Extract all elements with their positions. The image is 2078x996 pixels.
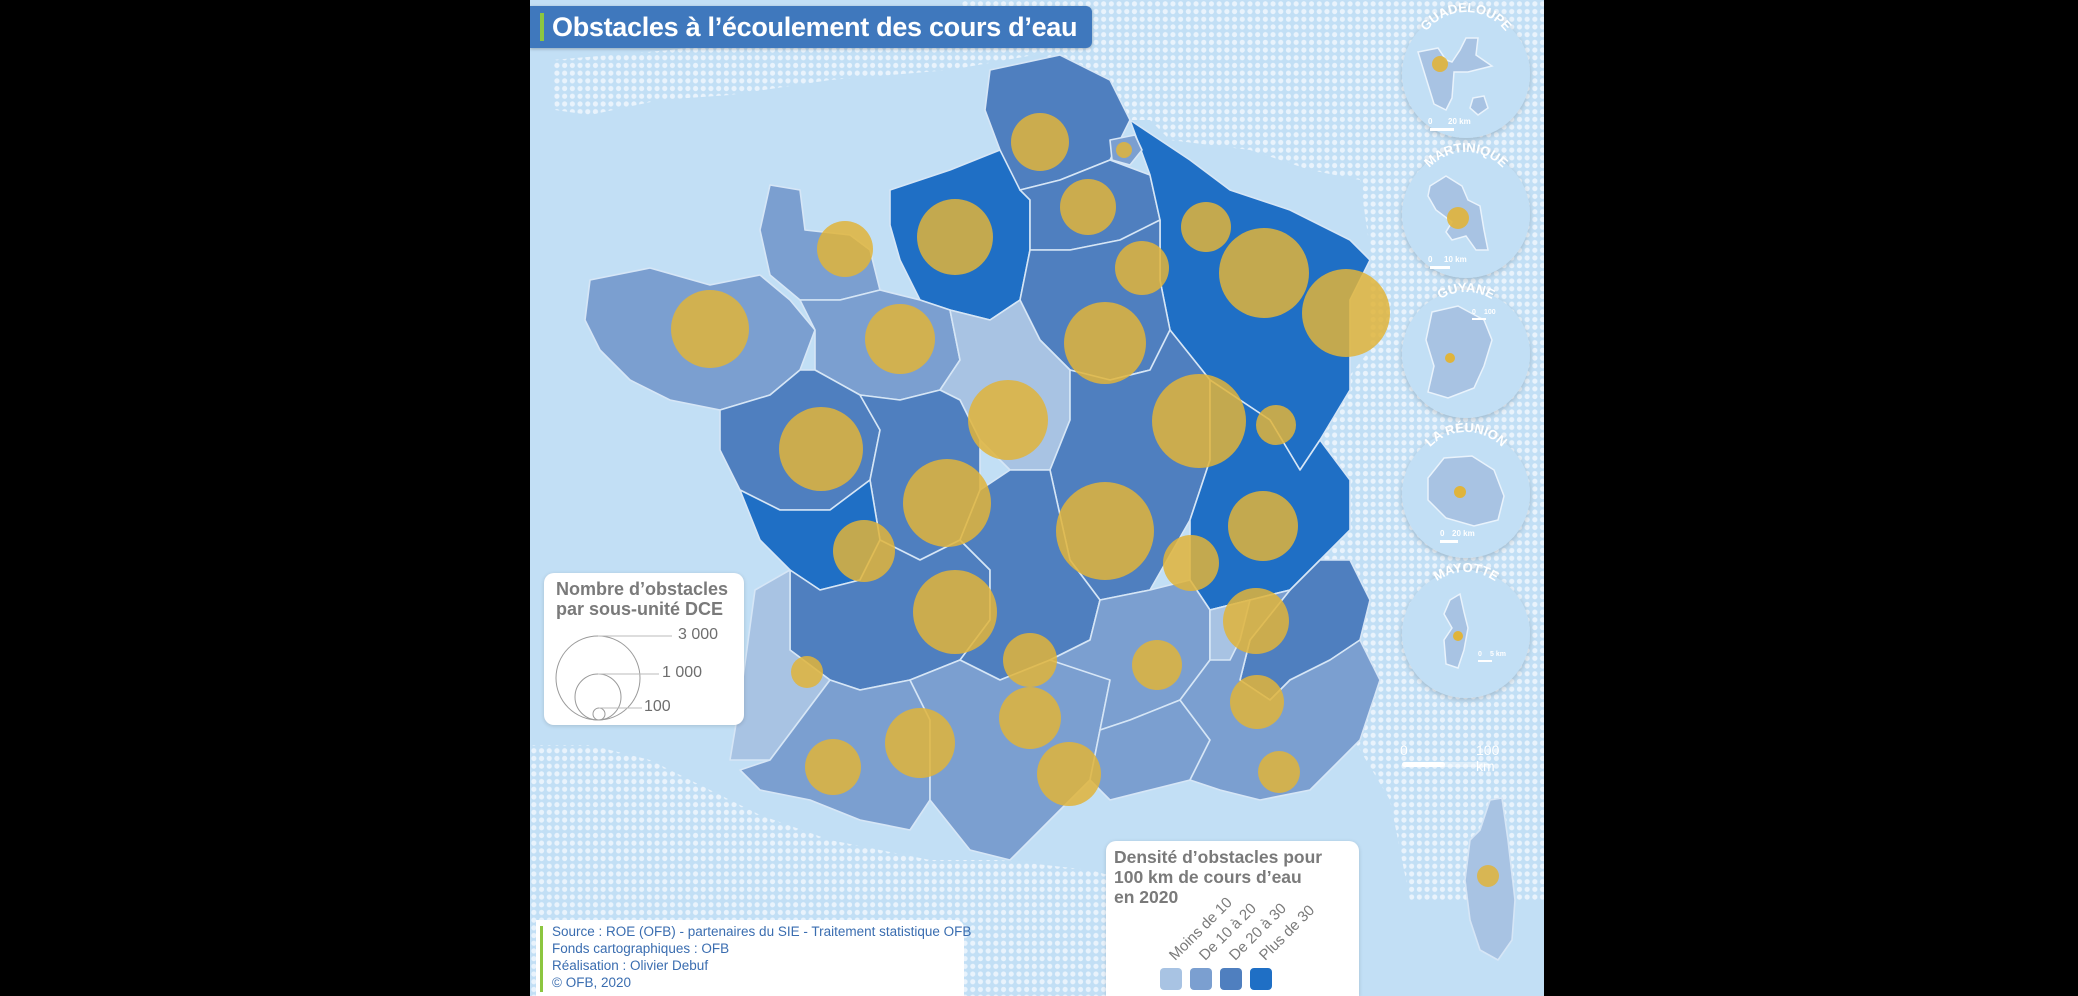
obstacle-bubble xyxy=(865,304,935,374)
obstacle-bubble xyxy=(1230,675,1284,729)
obstacle-bubble xyxy=(1115,241,1169,295)
svg-text:0: 0 xyxy=(1440,529,1445,538)
size-legend-3000: 3 000 xyxy=(678,626,719,643)
france-map xyxy=(530,0,1544,996)
obstacle-bubble xyxy=(1163,535,1219,591)
title-accent xyxy=(540,13,544,41)
density-legend: Densité d’obstacles pour 100 km de cours… xyxy=(1106,841,1359,996)
svg-text:10 km: 10 km xyxy=(1444,255,1467,264)
obstacle-bubble xyxy=(805,739,861,795)
credits-box: Source : ROE (OFB) - partenaires du SIE … xyxy=(536,920,971,996)
credit-copyright: © OFB, 2020 xyxy=(552,975,631,990)
obstacle-bubble xyxy=(817,221,873,277)
svg-text:100: 100 xyxy=(1484,309,1496,316)
obstacle-bubble xyxy=(791,656,823,688)
obstacle-bubble xyxy=(1064,302,1146,384)
obstacle-bubble xyxy=(885,708,955,778)
svg-text:20 km: 20 km xyxy=(1452,529,1475,538)
obstacle-bubble xyxy=(1477,865,1499,887)
density-swatch-4 xyxy=(1250,968,1272,990)
svg-text:0: 0 xyxy=(1428,117,1433,126)
credit-realisation: Réalisation : Olivier Debuf xyxy=(552,958,709,973)
density-swatch-1 xyxy=(1160,968,1182,990)
obstacle-bubble xyxy=(1223,588,1289,654)
svg-text:GUYANE: GUYANE xyxy=(1435,280,1498,302)
obstacle-bubble xyxy=(1152,374,1246,468)
density-swatch-3 xyxy=(1220,968,1242,990)
obstacle-bubble xyxy=(1037,742,1101,806)
obstacle-bubble xyxy=(968,380,1048,460)
svg-text:5 km: 5 km xyxy=(1490,651,1506,658)
size-legend-circles xyxy=(555,635,672,721)
map-title: Obstacles à l’écoulement des cours d’eau xyxy=(552,12,1078,42)
inset-martinique: 0 10 km MARTINIQUE xyxy=(1402,140,1530,278)
obstacle-bubble xyxy=(913,570,997,654)
inset-guyane: 0 100 GUYANE xyxy=(1402,280,1530,418)
density-swatch-2 xyxy=(1190,968,1212,990)
obstacle-bubble xyxy=(999,687,1061,749)
credit-source: Source : ROE (OFB) - partenaires du SIE … xyxy=(552,924,972,939)
size-legend-1000: 1 000 xyxy=(662,664,703,681)
obstacle-bubbles xyxy=(671,113,1499,887)
obstacle-bubble xyxy=(1258,751,1300,793)
obstacle-bubble xyxy=(779,407,863,491)
obstacle-bubble xyxy=(1132,640,1182,690)
obstacle-bubble xyxy=(1181,202,1231,252)
obstacle-bubble xyxy=(1003,633,1057,687)
svg-text:0: 0 xyxy=(1478,651,1482,658)
credit-fonds: Fonds cartographiques : OFB xyxy=(552,941,730,956)
scale-bar: 0 100 km xyxy=(1400,742,1500,774)
overseas-insets: 0 20 km GUADELOUPE 0 10 km MARTINIQUE 0 … xyxy=(1402,0,1530,698)
obstacle-bubble xyxy=(917,199,993,275)
map-panel: Obstacles à l’écoulement des cours d’eau… xyxy=(530,0,1544,996)
size-legend-title-1: Nombre d’obstacles xyxy=(556,579,729,599)
obstacle-bubble xyxy=(1256,405,1296,445)
inset-mayotte: 0 5 km MAYOTTE xyxy=(1402,560,1530,698)
svg-text:0: 0 xyxy=(1472,309,1476,316)
obstacle-bubble xyxy=(1228,491,1298,561)
inset-reunion: 0 20 km LA RÉUNION xyxy=(1402,420,1530,558)
obstacle-bubble xyxy=(1219,228,1309,318)
obstacle-bubble xyxy=(833,520,895,582)
obstacle-bubble xyxy=(1011,113,1069,171)
obstacle-bubble xyxy=(671,290,749,368)
obstacle-bubble xyxy=(1060,179,1116,235)
svg-text:0: 0 xyxy=(1428,255,1433,264)
density-legend-title-3: en 2020 xyxy=(1114,887,1179,907)
size-legend-title-2: par sous-unité DCE xyxy=(556,599,724,619)
obstacle-bubble xyxy=(1302,269,1390,357)
size-legend: Nombre d’obstacles par sous-unité DCE 3 … xyxy=(544,573,744,725)
credits-accent xyxy=(540,926,543,992)
density-legend-title-1: Densité d’obstacles pour xyxy=(1114,847,1323,867)
obstacle-bubble xyxy=(1116,142,1132,158)
density-legend-title-2: 100 km de cours d’eau xyxy=(1114,867,1302,887)
obstacle-bubble xyxy=(1056,482,1154,580)
svg-text:20 km: 20 km xyxy=(1448,117,1471,126)
size-legend-100: 100 xyxy=(644,698,671,715)
inset-guadeloupe: 0 20 km GUADELOUPE xyxy=(1402,0,1530,138)
obstacle-bubble xyxy=(903,459,991,547)
title-bar: Obstacles à l’écoulement des cours d’eau xyxy=(530,6,1092,48)
